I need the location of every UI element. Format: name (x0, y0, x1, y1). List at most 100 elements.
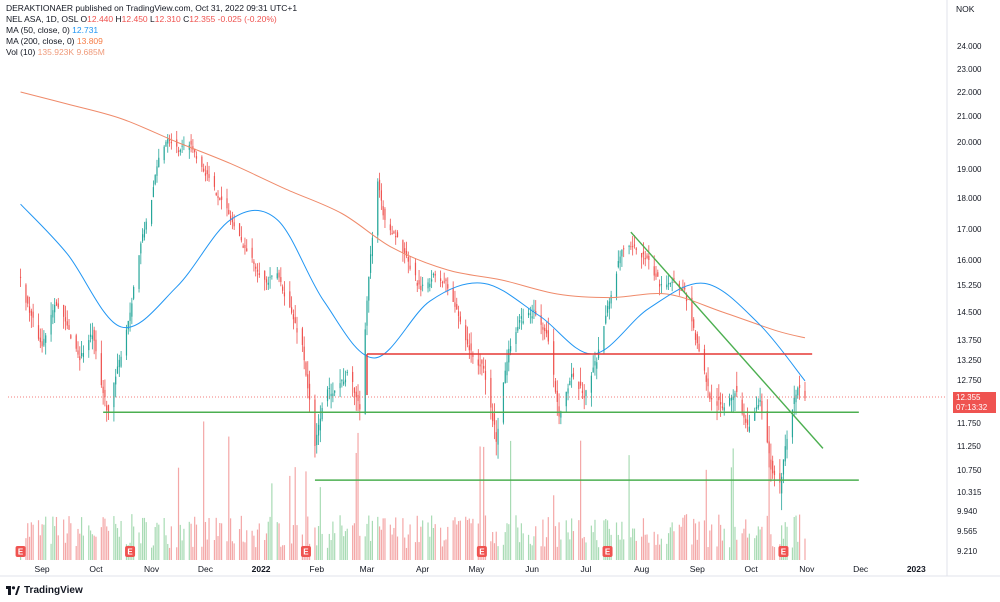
candle-body (203, 168, 205, 172)
volume-bar (326, 547, 329, 560)
volume-bar (52, 516, 54, 560)
candle-body (229, 215, 232, 220)
ma50-legend[interactable]: MA (50, close, 0) 12.731 (6, 25, 99, 35)
candle-body (238, 223, 241, 236)
candle-body (384, 208, 386, 220)
volume-bar (409, 524, 411, 560)
candle-body (506, 361, 508, 376)
y-tick-label: 15.250 (957, 281, 982, 290)
ma200-line (20, 91, 806, 339)
candle-body (190, 140, 192, 145)
volume-bar (585, 542, 587, 560)
candle-body (431, 279, 433, 282)
volume-bar (734, 526, 736, 560)
candle-body (79, 356, 81, 361)
ma50-value: 12.731 (72, 25, 99, 35)
candle-body (718, 396, 720, 401)
candle-body (558, 406, 560, 417)
y-tick-label: 16.000 (957, 256, 982, 265)
volume-bar (703, 520, 706, 560)
candle-body (427, 282, 429, 289)
volume-bar (292, 525, 295, 560)
volume-bar (168, 547, 171, 560)
y-tick-label: 9.210 (957, 547, 978, 556)
candle-body (107, 405, 110, 412)
volume-bar (283, 545, 286, 560)
volume-bar (465, 516, 467, 560)
volume-bar (251, 530, 253, 560)
candle-body (732, 396, 734, 401)
x-tick-label: Apr (416, 564, 429, 574)
volume-bar (45, 516, 47, 560)
volume-bar (55, 516, 58, 560)
volume-bar (723, 528, 725, 560)
candle-body (91, 335, 93, 340)
volume-bar (30, 522, 32, 560)
candle-body (754, 411, 756, 421)
volume-bar (535, 526, 537, 560)
candle-body (685, 294, 688, 302)
volume-bar (529, 543, 531, 560)
candle-body (669, 282, 671, 285)
candle-body (283, 292, 286, 297)
volume-bar (746, 537, 749, 560)
candle-body (378, 179, 381, 191)
volume-bar (380, 529, 382, 560)
candle-body (228, 209, 230, 215)
candle-body (120, 356, 122, 367)
volume-bar (533, 536, 535, 560)
candle-body (495, 432, 497, 442)
candle-body (447, 284, 449, 289)
volume-bar (653, 531, 655, 560)
candle-body (55, 301, 58, 306)
volume-bar (77, 528, 79, 560)
volume-bar (352, 525, 354, 560)
candle-body (617, 261, 619, 268)
candle-body (104, 389, 106, 398)
volume-bar (246, 530, 248, 560)
volume-bar (667, 533, 670, 560)
y-tick-label: 24.000 (957, 42, 982, 51)
candle-body (346, 371, 348, 373)
candle-body (179, 150, 181, 152)
volume-legend[interactable]: Vol (10) 135.923K 9.685M (6, 47, 105, 57)
candle-body (445, 279, 447, 282)
volume-bar (422, 520, 424, 560)
candle-body (422, 284, 424, 286)
candle-body (581, 390, 584, 394)
earnings-marker (125, 546, 136, 557)
candle-body (443, 281, 445, 283)
candle-body (163, 146, 165, 161)
candle-body (791, 409, 794, 438)
volume-bar (718, 514, 720, 560)
candle-body (594, 361, 596, 366)
candle-body (529, 313, 531, 315)
volume-bar (221, 523, 223, 560)
ma200-legend[interactable]: MA (200, close, 0) 13.809 (6, 36, 103, 46)
volume-bar (255, 547, 257, 560)
candle-body (694, 332, 697, 340)
tradingview-logo-text[interactable]: TradingView (24, 585, 83, 596)
volume-bar (346, 528, 348, 560)
y-tick-label: 11.750 (957, 419, 981, 428)
candle-body (621, 250, 623, 257)
volume-bar (592, 532, 594, 560)
volume-bar (319, 487, 321, 560)
symbol-name: NEL ASA, 1D, OSL (6, 14, 79, 24)
candle-body (143, 229, 146, 238)
volume-bar (37, 520, 40, 560)
candle-body (357, 394, 359, 402)
volume-bar (547, 517, 549, 560)
candle-body (707, 378, 709, 387)
candle-body (799, 384, 801, 388)
volume-bar (757, 526, 759, 560)
y-tick-label: 13.750 (957, 336, 982, 345)
earnings-marker (15, 546, 26, 557)
candle-body (201, 156, 203, 167)
volume-bar (156, 522, 158, 560)
y-tick-label: 23.000 (957, 65, 982, 74)
volume-bar (32, 524, 34, 560)
volume-bar (402, 518, 404, 560)
x-tick-label: Jun (525, 564, 539, 574)
